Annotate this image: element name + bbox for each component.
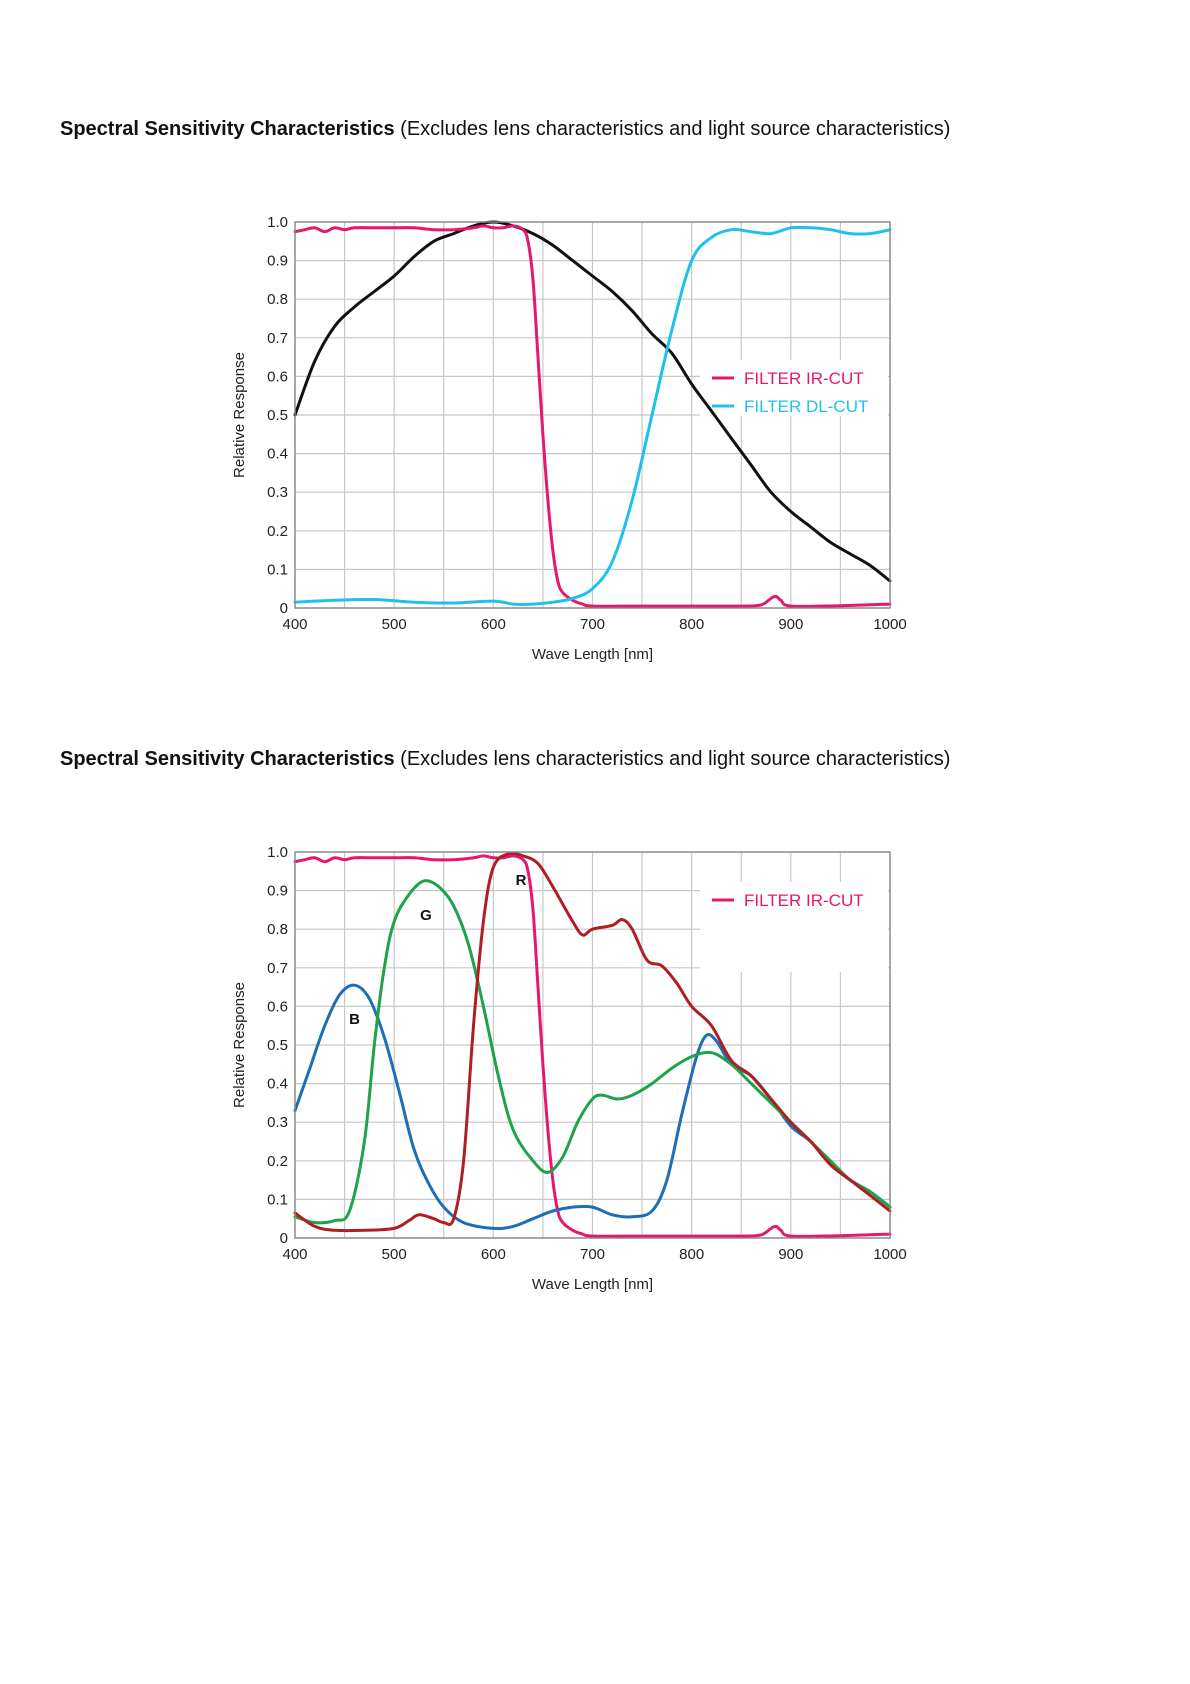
y-tick-label: 0.1: [267, 561, 288, 578]
x-tick-label: 500: [382, 616, 407, 633]
y-tick-label: 0.9: [267, 253, 288, 270]
y-axis-label: Relative Response: [231, 982, 248, 1108]
y-tick-label: 0.8: [267, 291, 288, 308]
x-tick-label: 900: [778, 616, 803, 633]
caption-note: (Excludes lens characteristics and light…: [394, 118, 951, 140]
x-axis-label: Wave Length [nm]: [532, 1276, 653, 1293]
x-tick-label: 600: [481, 1246, 506, 1263]
x-tick-label: 1000: [873, 616, 906, 633]
y-tick-label: 0.6: [267, 998, 288, 1015]
y-tick-label: 0.7: [267, 960, 288, 977]
series-line-dl_cut: [293, 225, 892, 606]
series-line-mono: [293, 220, 892, 583]
y-tick-label: 0.4: [267, 1076, 288, 1093]
plot-frame: [294, 221, 891, 609]
x-tick-label: 700: [580, 616, 605, 633]
series-line-green: [293, 879, 892, 1225]
curve-annotation: B: [349, 1011, 360, 1028]
y-axis-label: Relative Response: [231, 352, 248, 478]
series-line-ir_cut: [293, 224, 892, 608]
curve-annotation: R: [516, 872, 527, 889]
legend-box: [700, 882, 888, 972]
series-line-ir_cut: [293, 854, 892, 1238]
caption-note: (Excludes lens characteristics and light…: [394, 748, 951, 770]
legend-label: FILTER DL-CUT: [744, 397, 868, 416]
x-tick-label: 600: [481, 616, 506, 633]
caption-bold: Spectral Sensitivity Characteristics: [60, 748, 395, 770]
series-line-red: [293, 851, 892, 1233]
legend-label: FILTER IR-CUT: [744, 369, 864, 388]
y-tick-label: 0.1: [267, 1191, 288, 1208]
chart-2-caption: Spectral Sensitivity Characteristics (Ex…: [60, 748, 950, 771]
y-tick-label: 0.9: [267, 883, 288, 900]
x-tick-label: 800: [679, 616, 704, 633]
y-tick-label: 0.6: [267, 368, 288, 385]
x-tick-label: 400: [282, 1246, 307, 1263]
x-tick-label: 1000: [873, 1246, 906, 1263]
y-tick-label: 0.3: [267, 1114, 288, 1131]
y-tick-label: 0.7: [267, 330, 288, 347]
tick-labels: 400 500 600 700 800 900 1000 0 0.1 0.2 0.3 0.4 0.5 0.…: [267, 844, 907, 1263]
spectral-chart-1: FILTER IR-CUT FILTER DL-CUT 400 500 600 700 80…: [231, 214, 907, 663]
y-tick-label: 0.8: [267, 921, 288, 938]
series-group: [293, 220, 892, 608]
x-tick-label: 700: [580, 1246, 605, 1263]
legend: FILTER IR-CUT FILTER DL-CUT: [700, 360, 888, 416]
legend: FILTER IR-CUT: [700, 882, 888, 972]
caption-bold: Spectral Sensitivity Characteristics: [60, 118, 395, 140]
y-tick-label: 0.5: [267, 1037, 288, 1054]
x-tick-label: 400: [282, 616, 307, 633]
y-tick-label: 0.5: [267, 407, 288, 424]
y-tick-label: 0.4: [267, 446, 288, 463]
y-tick-label: 1.0: [267, 214, 288, 231]
curve-annotation: G: [420, 907, 432, 924]
plot-frame: [294, 851, 891, 1239]
series-group: [293, 851, 892, 1238]
x-axis-label: Wave Length [nm]: [532, 646, 653, 663]
y-tick-label: 0: [280, 1230, 288, 1247]
y-tick-label: 0.3: [267, 484, 288, 501]
x-tick-label: 500: [382, 1246, 407, 1263]
y-tick-label: 0.2: [267, 523, 288, 540]
tick-labels: 400 500 600 700 800 900 1000 0 0.1 0.2 0.3 0.4 0.5 0.…: [267, 214, 907, 633]
x-tick-label: 800: [679, 1246, 704, 1263]
spectral-chart-2: FILTER IR-CUT 400 500 600 700 800 900 1000 0 0.1 0…: [231, 844, 907, 1293]
y-tick-label: 1.0: [267, 844, 288, 861]
chart-1-caption: Spectral Sensitivity Characteristics (Ex…: [60, 118, 950, 141]
x-tick-label: 900: [778, 1246, 803, 1263]
y-tick-label: 0: [280, 600, 288, 617]
y-tick-label: 0.2: [267, 1153, 288, 1170]
legend-label: FILTER IR-CUT: [744, 891, 864, 910]
